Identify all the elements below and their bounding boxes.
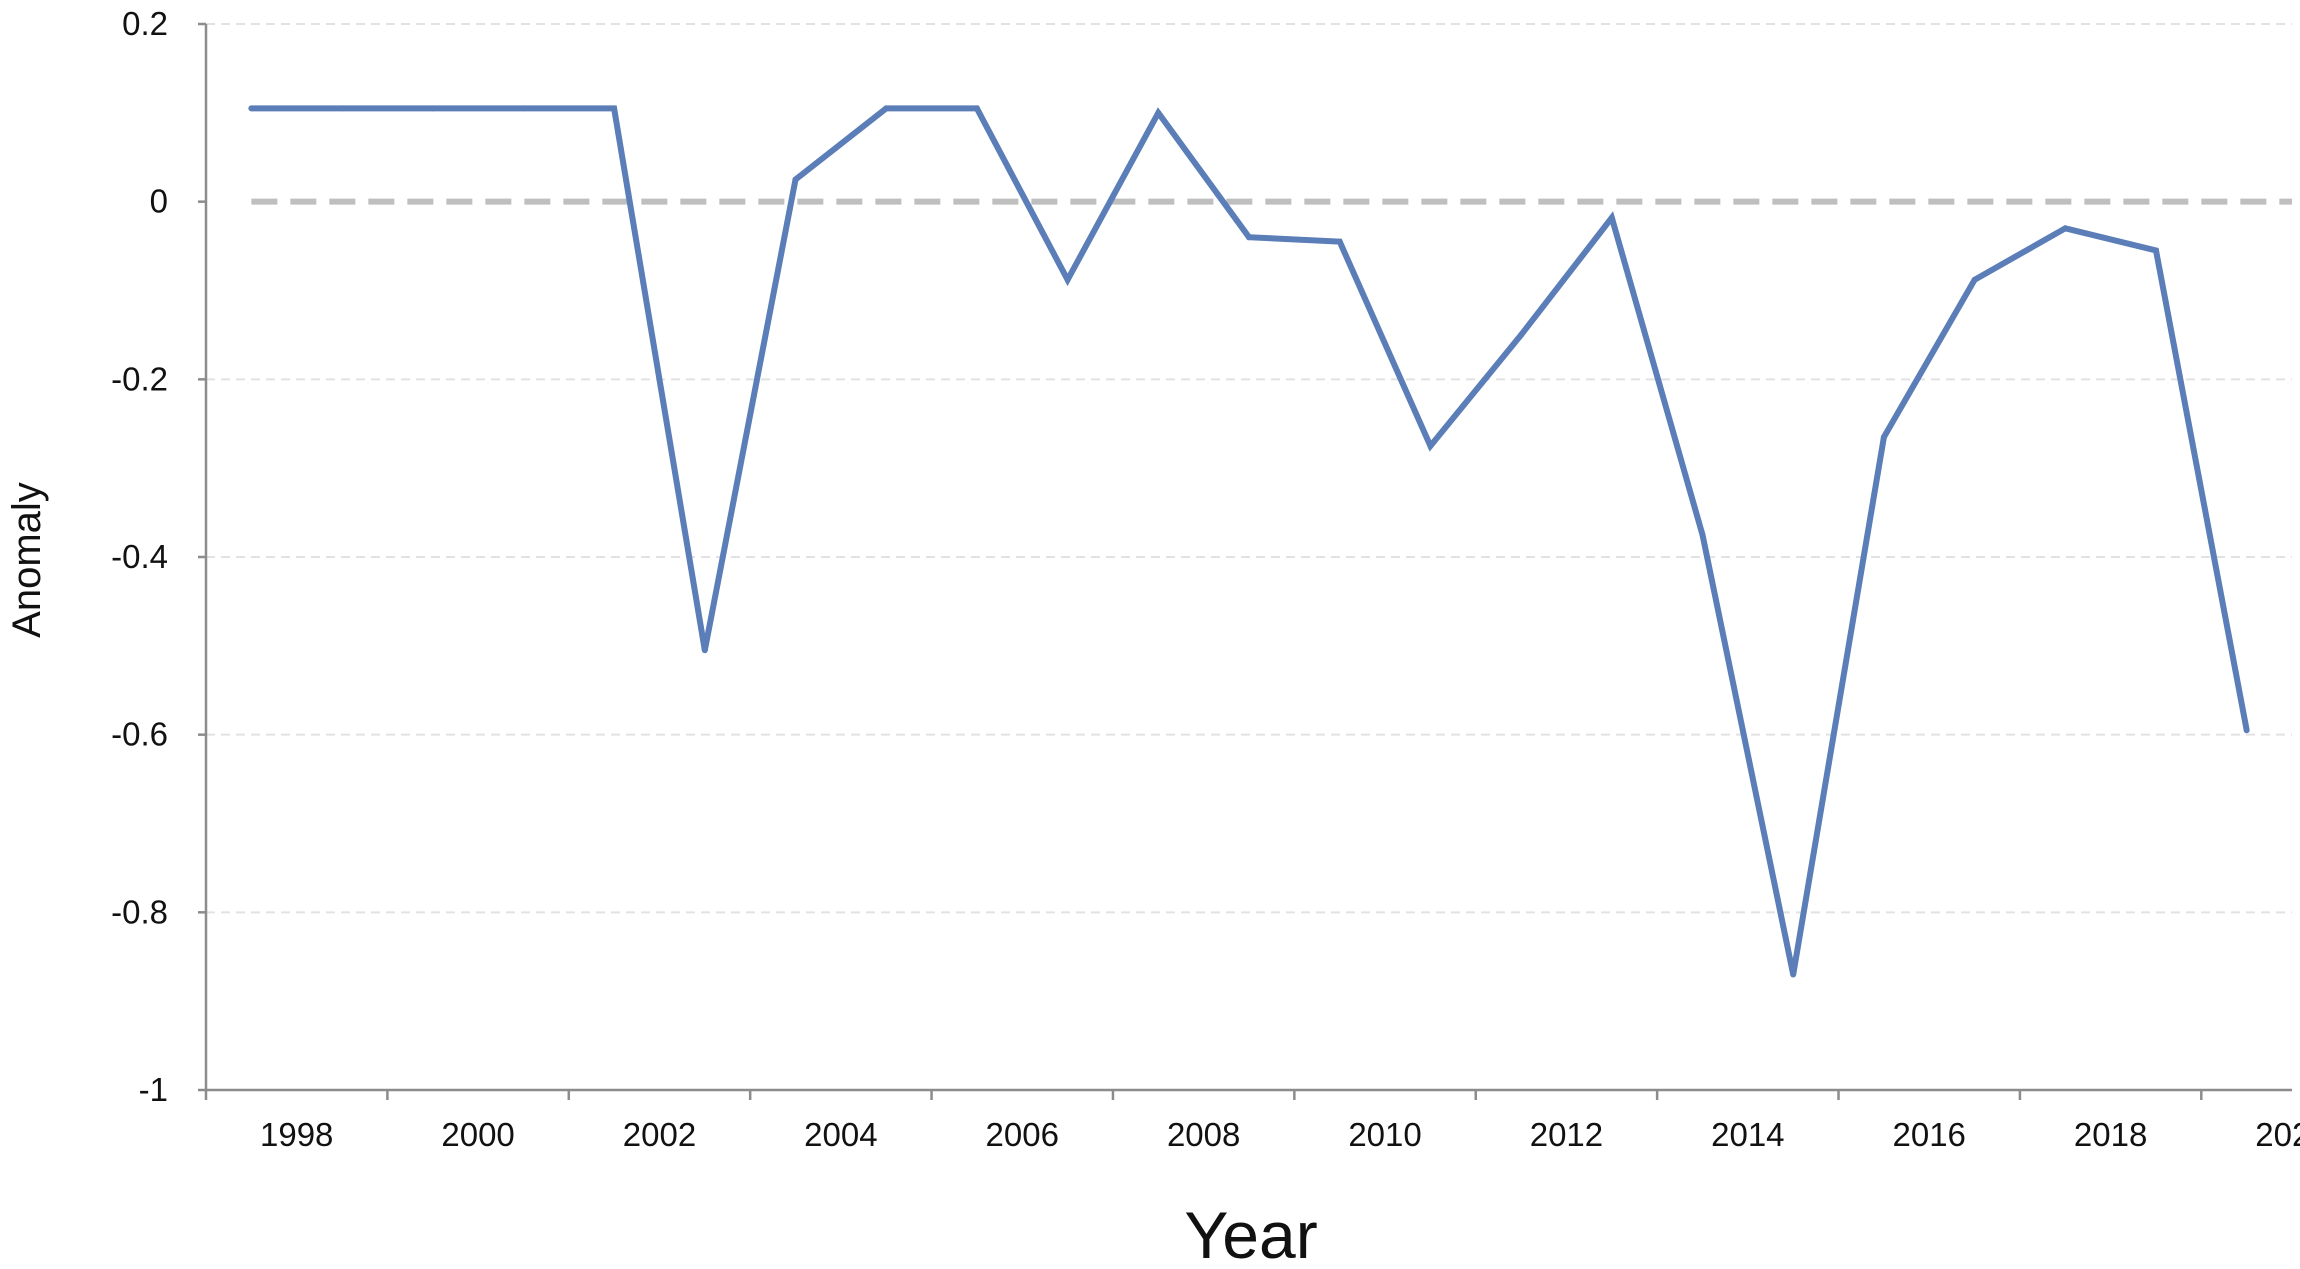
x-tick-label: 2016 [1893, 1116, 1966, 1153]
y-tick-label: -0.8 [111, 893, 168, 930]
gridlines [206, 23, 2292, 914]
x-tick-label: 2020 [2255, 1116, 2300, 1153]
x-tick-label: 1998 [260, 1116, 333, 1153]
data-point [429, 105, 436, 112]
x-tick-label: 2012 [1530, 1116, 1603, 1153]
data-point [1518, 331, 1525, 338]
data-point [248, 105, 255, 112]
data-point [1790, 971, 1797, 978]
y-tick-label: 0.2 [122, 5, 168, 42]
data-point [701, 647, 708, 654]
x-tick-label: 2000 [441, 1116, 514, 1153]
data-point [2062, 225, 2069, 232]
axes [198, 22, 2292, 1100]
tick-labels: 0.2 0 -0.2 -0.4 -0.6 -0.8 -1 1998 2000 2002 2004 20… [111, 5, 2300, 1153]
data-point [1427, 442, 1434, 449]
y-tick-label: 0 [150, 183, 168, 220]
y-tick-label: -1 [139, 1071, 168, 1108]
data-point [611, 105, 618, 112]
data-point [792, 176, 799, 183]
data-point [1064, 276, 1071, 283]
y-tick-label: -0.6 [111, 716, 168, 753]
data-point [883, 105, 890, 112]
x-tick-label: 2006 [986, 1116, 1059, 1153]
y-tick-label: -0.2 [111, 360, 168, 397]
data-point [1880, 434, 1887, 441]
y-tick-label: -0.4 [111, 538, 168, 575]
data-point [1608, 214, 1615, 221]
data-point [1336, 238, 1343, 245]
data-point [2152, 247, 2159, 254]
y-axis-title: Anomaly [5, 482, 49, 638]
data-point [1971, 276, 1978, 283]
x-tick-label: 2008 [1167, 1116, 1240, 1153]
data-point [2243, 727, 2250, 734]
x-axis-title: Year [1184, 1198, 1317, 1269]
data-point [1699, 531, 1706, 538]
x-tick-label: 2014 [1711, 1116, 1784, 1153]
data-point [520, 105, 527, 112]
x-tick-label: 2010 [1348, 1116, 1421, 1153]
x-tick-label: 2002 [623, 1116, 696, 1153]
x-tick-label: 2018 [2074, 1116, 2147, 1153]
data-point [973, 105, 980, 112]
data-point [1246, 234, 1252, 241]
series-layer [248, 105, 2250, 978]
data-point [339, 105, 346, 112]
x-tick-label: 2004 [804, 1116, 877, 1153]
data-point [1155, 109, 1162, 116]
